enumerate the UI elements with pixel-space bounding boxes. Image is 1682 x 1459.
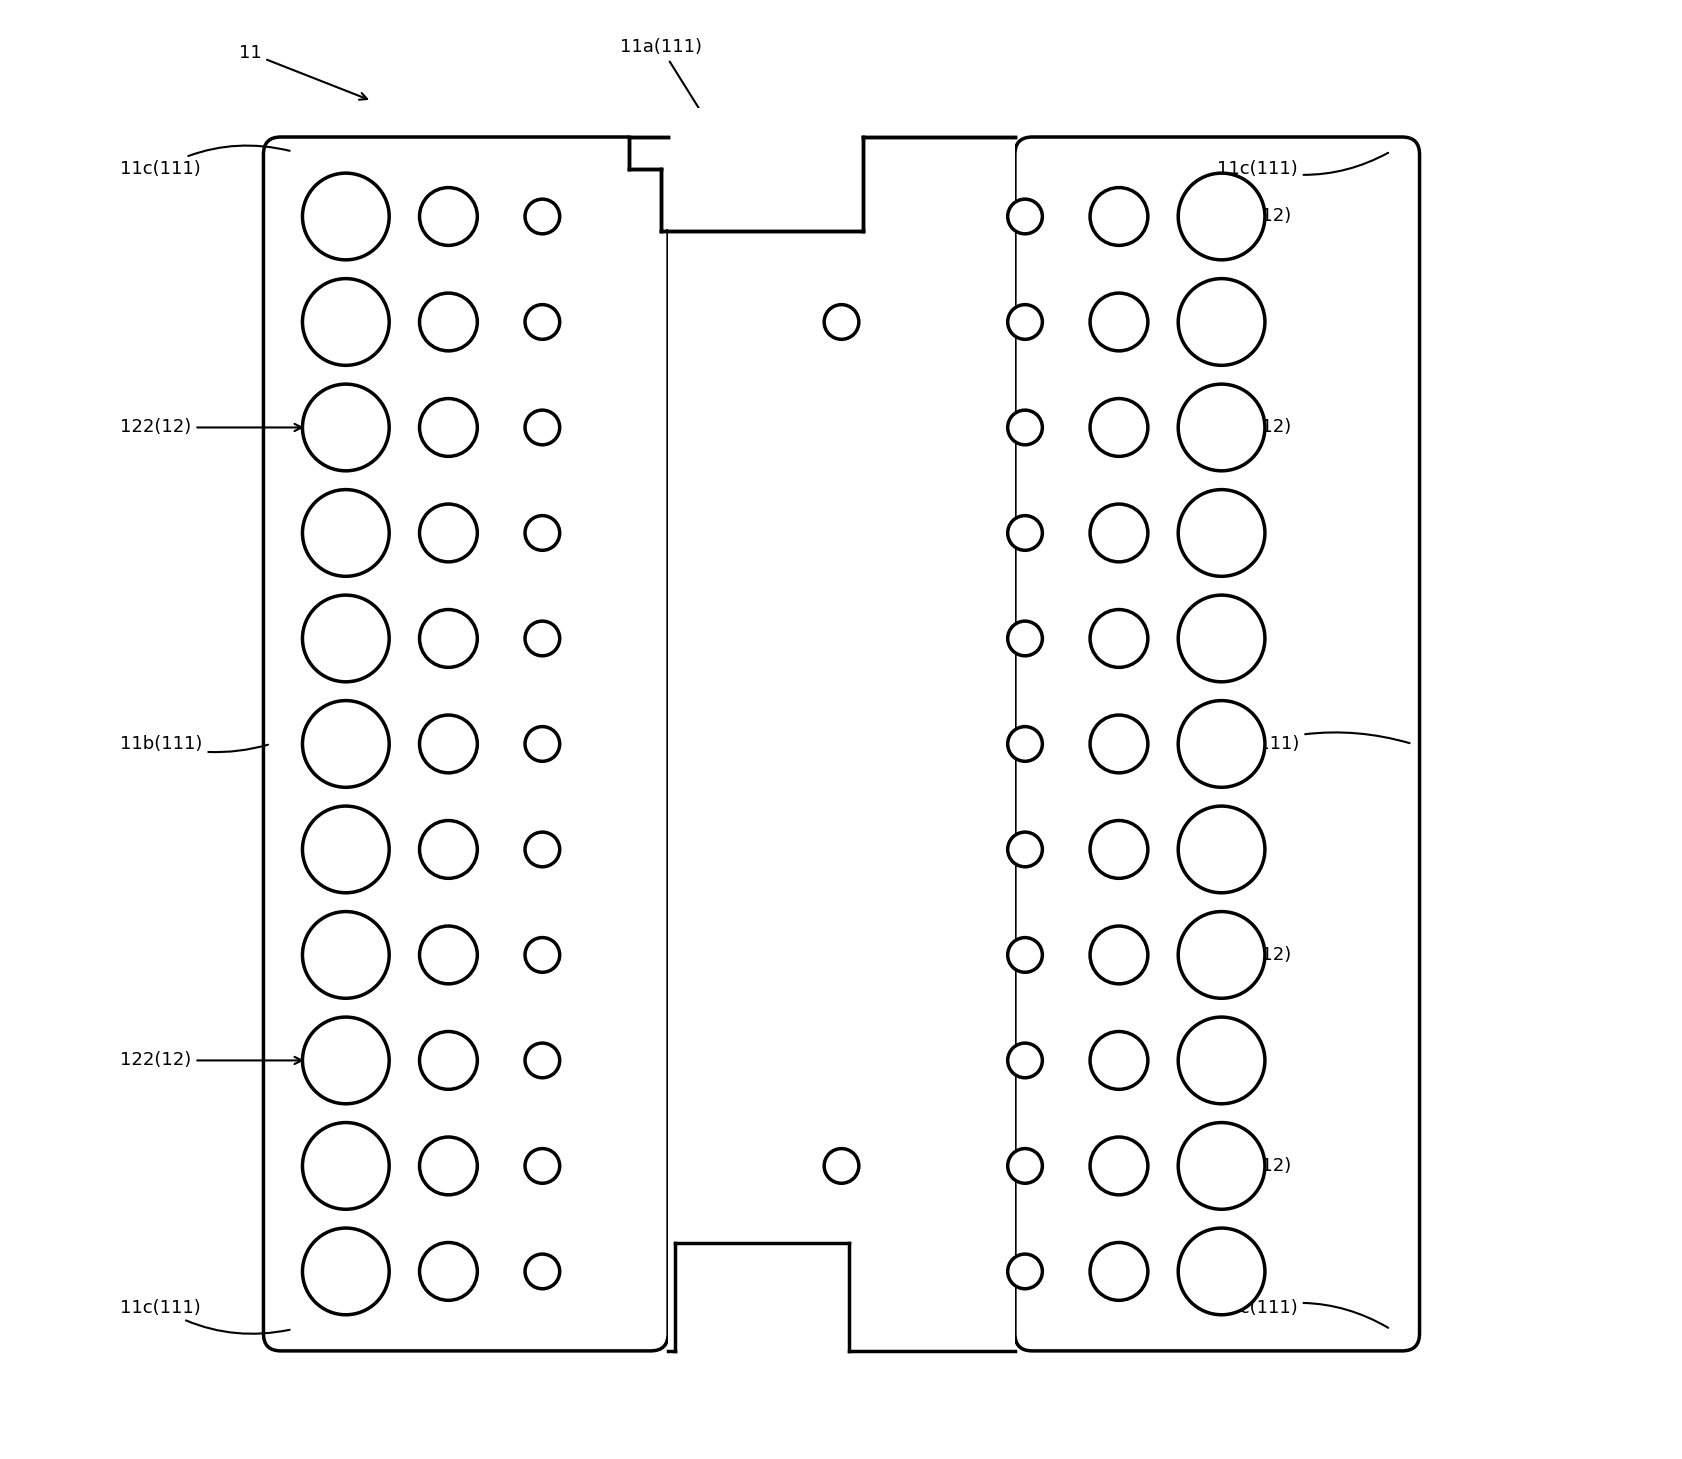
Circle shape xyxy=(1090,188,1147,245)
Circle shape xyxy=(1177,174,1265,260)
Circle shape xyxy=(419,398,478,457)
Text: 11: 11 xyxy=(239,44,367,99)
Polygon shape xyxy=(668,64,1014,1351)
Circle shape xyxy=(419,1137,478,1195)
Circle shape xyxy=(1008,1043,1041,1078)
Circle shape xyxy=(525,938,560,972)
Circle shape xyxy=(419,293,478,350)
Circle shape xyxy=(1008,305,1041,340)
Circle shape xyxy=(303,700,389,788)
Circle shape xyxy=(419,503,478,562)
Circle shape xyxy=(1008,832,1041,867)
Circle shape xyxy=(1177,490,1265,576)
Circle shape xyxy=(303,1017,389,1104)
Circle shape xyxy=(1177,1228,1265,1315)
Circle shape xyxy=(1090,1032,1147,1090)
Circle shape xyxy=(303,174,389,260)
Text: 11c(111): 11c(111) xyxy=(1216,153,1388,178)
Circle shape xyxy=(303,1228,389,1315)
Circle shape xyxy=(1177,1017,1265,1104)
Circle shape xyxy=(824,1148,858,1183)
Circle shape xyxy=(1177,700,1265,788)
Circle shape xyxy=(525,832,560,867)
Circle shape xyxy=(1008,1255,1041,1288)
Circle shape xyxy=(1090,926,1147,983)
Circle shape xyxy=(419,1243,478,1300)
Circle shape xyxy=(1008,727,1041,762)
Circle shape xyxy=(1177,279,1265,365)
Circle shape xyxy=(525,1255,560,1288)
Polygon shape xyxy=(668,1228,1014,1366)
Circle shape xyxy=(1177,912,1265,998)
Circle shape xyxy=(525,1148,560,1183)
Circle shape xyxy=(303,384,389,471)
Circle shape xyxy=(419,188,478,245)
Circle shape xyxy=(419,820,478,878)
Circle shape xyxy=(1090,715,1147,773)
Circle shape xyxy=(525,410,560,445)
FancyBboxPatch shape xyxy=(264,137,668,1351)
Polygon shape xyxy=(661,108,861,229)
Circle shape xyxy=(1090,820,1147,878)
Circle shape xyxy=(419,715,478,773)
Text: 11c(111): 11c(111) xyxy=(121,146,289,178)
Circle shape xyxy=(1008,515,1041,550)
Text: 122(12): 122(12) xyxy=(1219,193,1290,226)
Circle shape xyxy=(1090,1137,1147,1195)
Circle shape xyxy=(525,305,560,340)
Text: 122(12): 122(12) xyxy=(121,1052,301,1069)
Circle shape xyxy=(1177,1122,1265,1210)
Text: 11c(111): 11c(111) xyxy=(121,1299,289,1334)
Circle shape xyxy=(1177,805,1265,893)
Text: 122(12): 122(12) xyxy=(1219,404,1290,436)
Circle shape xyxy=(1008,622,1041,655)
Circle shape xyxy=(1008,198,1041,233)
Circle shape xyxy=(525,1043,560,1078)
Circle shape xyxy=(419,926,478,983)
Circle shape xyxy=(1177,384,1265,471)
Circle shape xyxy=(303,1122,389,1210)
Circle shape xyxy=(525,198,560,233)
Polygon shape xyxy=(676,1250,846,1352)
FancyBboxPatch shape xyxy=(1014,137,1418,1351)
Circle shape xyxy=(1008,1148,1041,1183)
Text: 122(12): 122(12) xyxy=(121,419,301,436)
Text: 122(12): 122(12) xyxy=(1219,932,1290,964)
Text: 122(12): 122(12) xyxy=(1219,1142,1290,1174)
Circle shape xyxy=(303,595,389,681)
Circle shape xyxy=(1090,398,1147,457)
Circle shape xyxy=(1008,938,1041,972)
Polygon shape xyxy=(629,130,663,169)
Circle shape xyxy=(525,622,560,655)
Text: 11b(111): 11b(111) xyxy=(121,735,267,753)
Text: 11b(111): 11b(111) xyxy=(1216,732,1410,753)
Text: 11c(111): 11c(111) xyxy=(1216,1299,1388,1328)
Circle shape xyxy=(303,912,389,998)
Circle shape xyxy=(1090,293,1147,350)
Circle shape xyxy=(1090,503,1147,562)
Circle shape xyxy=(303,805,389,893)
Text: 11a(111): 11a(111) xyxy=(619,38,754,196)
Circle shape xyxy=(1177,595,1265,681)
Circle shape xyxy=(525,727,560,762)
Circle shape xyxy=(419,610,478,667)
Circle shape xyxy=(303,490,389,576)
Circle shape xyxy=(303,279,389,365)
Circle shape xyxy=(1090,610,1147,667)
Circle shape xyxy=(824,305,858,340)
Circle shape xyxy=(1008,410,1041,445)
Circle shape xyxy=(1090,1243,1147,1300)
Circle shape xyxy=(525,515,560,550)
Circle shape xyxy=(419,1032,478,1090)
